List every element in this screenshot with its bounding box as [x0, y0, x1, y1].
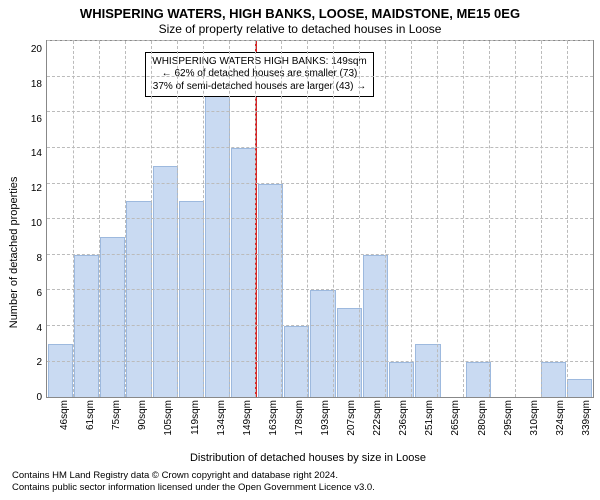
x-tick: 134sqm: [203, 398, 229, 450]
x-axis-ticks: 46sqm61sqm75sqm90sqm105sqm119sqm134sqm14…: [46, 398, 594, 450]
gridline-vertical: [437, 41, 438, 397]
gridline-vertical: [203, 41, 204, 397]
bar: [541, 362, 566, 398]
x-tick: 324sqm: [542, 398, 568, 450]
bar: [153, 166, 178, 398]
gridline-vertical: [333, 41, 334, 397]
y-tick: 18: [22, 80, 42, 90]
plot-area: WHISPERING WATERS HIGH BANKS: 149sqm ← 6…: [46, 40, 594, 398]
x-tick: 193sqm: [307, 398, 333, 450]
bar: [310, 290, 335, 397]
gridline-vertical: [385, 41, 386, 397]
y-tick: 4: [22, 324, 42, 334]
gridline-vertical: [151, 41, 152, 397]
gridline-horizontal: [47, 183, 593, 184]
bar: [205, 77, 230, 398]
gridline-vertical: [515, 41, 516, 397]
chart-area: Number of detached properties 0 2 4 6 8 10 12 1…: [6, 40, 594, 464]
x-axis-label: Distribution of detached houses by size …: [22, 452, 594, 464]
gridline-vertical: [99, 41, 100, 397]
x-tick: 105sqm: [150, 398, 176, 450]
footer-line-2: Contains public sector information licen…: [12, 482, 594, 494]
gridline-vertical: [125, 41, 126, 397]
y-tick: 16: [22, 115, 42, 125]
bar: [126, 201, 151, 397]
gridline-vertical: [489, 41, 490, 397]
footer-line-1: Contains HM Land Registry data © Crown c…: [12, 470, 594, 482]
x-tick: 90sqm: [124, 398, 150, 450]
footer-attribution: Contains HM Land Registry data © Crown c…: [6, 470, 594, 494]
gridline-vertical: [359, 41, 360, 397]
x-tick: 119sqm: [176, 398, 202, 450]
chart-subtitle: Size of property relative to detached ho…: [6, 22, 594, 36]
gridline-vertical: [541, 41, 542, 397]
bar: [466, 362, 491, 398]
y-tick: 10: [22, 219, 42, 229]
x-tick: 178sqm: [281, 398, 307, 450]
bar: [567, 379, 592, 397]
gridline-horizontal: [47, 147, 593, 148]
gridline-horizontal: [47, 254, 593, 255]
x-tick: 149sqm: [229, 398, 255, 450]
x-tick: 75sqm: [98, 398, 124, 450]
x-tick: 251sqm: [411, 398, 437, 450]
title-block: WHISPERING WATERS, HIGH BANKS, LOOSE, MA…: [6, 6, 594, 36]
gridline-vertical: [567, 41, 568, 397]
gridline-vertical: [411, 41, 412, 397]
gridline-horizontal: [47, 40, 593, 41]
x-tick: 46sqm: [46, 398, 72, 450]
gridline-vertical: [307, 41, 308, 397]
gridline-horizontal: [47, 361, 593, 362]
bar: [179, 201, 204, 397]
chart-title: WHISPERING WATERS, HIGH BANKS, LOOSE, MA…: [6, 6, 594, 21]
gridline-vertical: [177, 41, 178, 397]
gridline-horizontal: [47, 325, 593, 326]
bar: [48, 344, 73, 397]
gridline-horizontal: [47, 218, 593, 219]
bar: [74, 255, 99, 398]
y-axis-ticks: 02468101214161820: [22, 40, 46, 398]
x-tick: 295sqm: [490, 398, 516, 450]
gridline-vertical: [229, 41, 230, 397]
gridline-horizontal: [47, 76, 593, 77]
x-tick: 163sqm: [255, 398, 281, 450]
gridline-horizontal: [47, 289, 593, 290]
gridline-vertical: [463, 41, 464, 397]
x-tick: 222sqm: [359, 398, 385, 450]
annotation-line-3: 37% of semi-detached houses are larger (…: [152, 81, 366, 94]
y-tick: 8: [22, 254, 42, 264]
x-tick: 280sqm: [464, 398, 490, 450]
bar: [100, 237, 125, 397]
x-tick: 265sqm: [437, 398, 463, 450]
y-tick: 0: [22, 393, 42, 403]
y-tick: 2: [22, 358, 42, 368]
y-tick: 20: [22, 45, 42, 55]
y-tick: 12: [22, 184, 42, 194]
annotation-line-2: ← 62% of detached houses are smaller (73…: [152, 68, 366, 81]
y-axis-label: Number of detached properties: [6, 40, 22, 464]
gridline-vertical: [281, 41, 282, 397]
gridline-horizontal: [47, 111, 593, 112]
x-tick: 207sqm: [333, 398, 359, 450]
annotation-line-1: WHISPERING WATERS HIGH BANKS: 149sqm: [152, 56, 366, 69]
x-tick: 236sqm: [385, 398, 411, 450]
x-tick: 61sqm: [72, 398, 98, 450]
bar: [284, 326, 309, 397]
gridline-vertical: [73, 41, 74, 397]
y-tick: 14: [22, 149, 42, 159]
annotation-box: WHISPERING WATERS HIGH BANKS: 149sqm ← 6…: [145, 52, 373, 98]
x-tick: 339sqm: [568, 398, 594, 450]
x-tick: 310sqm: [516, 398, 542, 450]
gridline-vertical: [255, 41, 256, 397]
bar: [258, 184, 283, 398]
y-tick: 6: [22, 289, 42, 299]
